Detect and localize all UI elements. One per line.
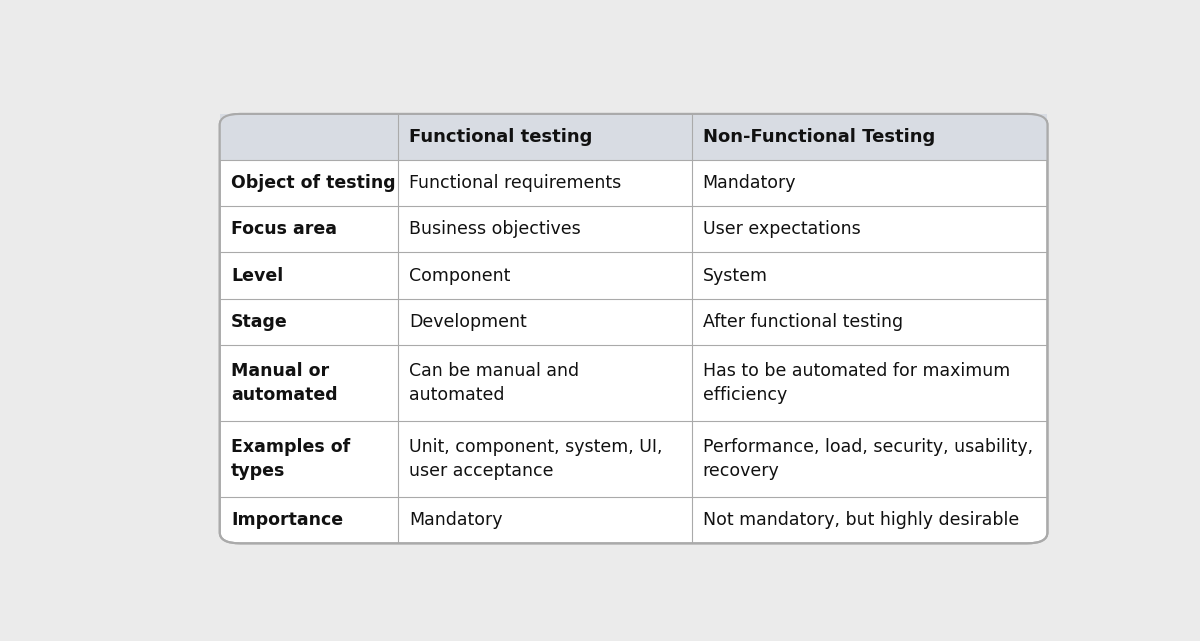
- Text: User expectations: User expectations: [703, 221, 860, 238]
- Text: Examples of
types: Examples of types: [230, 438, 350, 480]
- Text: After functional testing: After functional testing: [703, 313, 902, 331]
- Text: Performance, load, security, usability,
recovery: Performance, load, security, usability, …: [703, 438, 1033, 480]
- Text: Mandatory: Mandatory: [703, 174, 796, 192]
- Text: Has to be automated for maximum
efficiency: Has to be automated for maximum efficien…: [703, 362, 1010, 404]
- Text: Mandatory: Mandatory: [409, 512, 503, 529]
- Text: System: System: [703, 267, 768, 285]
- Text: Development: Development: [409, 313, 527, 331]
- Text: Focus area: Focus area: [230, 221, 337, 238]
- Text: Not mandatory, but highly desirable: Not mandatory, but highly desirable: [703, 512, 1019, 529]
- Text: Business objectives: Business objectives: [409, 221, 581, 238]
- Text: Component: Component: [409, 267, 510, 285]
- FancyBboxPatch shape: [220, 114, 1048, 544]
- Text: Functional testing: Functional testing: [409, 128, 593, 146]
- Text: Non-Functional Testing: Non-Functional Testing: [703, 128, 935, 146]
- Bar: [220, 114, 1048, 160]
- Text: Manual or
automated: Manual or automated: [230, 362, 337, 404]
- Text: Importance: Importance: [230, 512, 343, 529]
- Text: Functional requirements: Functional requirements: [409, 174, 622, 192]
- Text: Object of testing: Object of testing: [230, 174, 396, 192]
- Text: Can be manual and
automated: Can be manual and automated: [409, 362, 578, 404]
- Text: Level: Level: [230, 267, 283, 285]
- Text: Unit, component, system, UI,
user acceptance: Unit, component, system, UI, user accept…: [409, 438, 662, 480]
- Text: Stage: Stage: [230, 313, 288, 331]
